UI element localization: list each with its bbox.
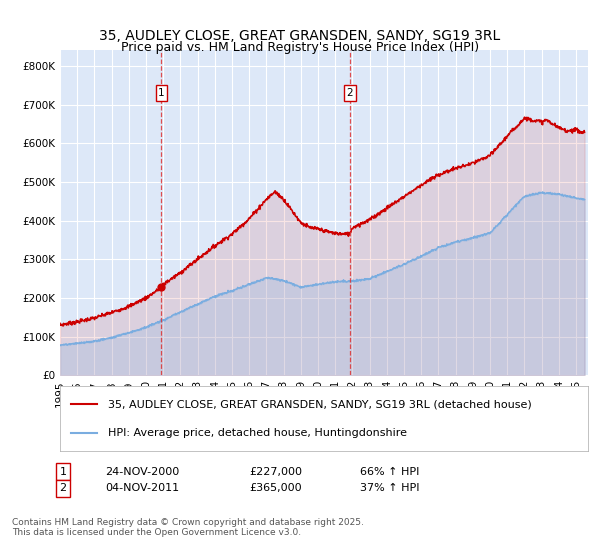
Text: £227,000: £227,000 <box>249 466 302 477</box>
Text: 66% ↑ HPI: 66% ↑ HPI <box>360 466 419 477</box>
Text: 2: 2 <box>59 483 67 493</box>
Text: Price paid vs. HM Land Registry's House Price Index (HPI): Price paid vs. HM Land Registry's House … <box>121 41 479 54</box>
Text: 37% ↑ HPI: 37% ↑ HPI <box>360 483 419 493</box>
Text: HPI: Average price, detached house, Huntingdonshire: HPI: Average price, detached house, Hunt… <box>107 428 407 438</box>
Text: Contains HM Land Registry data © Crown copyright and database right 2025.
This d: Contains HM Land Registry data © Crown c… <box>12 518 364 538</box>
Text: £365,000: £365,000 <box>249 483 302 493</box>
Text: 35, AUDLEY CLOSE, GREAT GRANSDEN, SANDY, SG19 3RL: 35, AUDLEY CLOSE, GREAT GRANSDEN, SANDY,… <box>100 29 500 44</box>
Text: 35, AUDLEY CLOSE, GREAT GRANSDEN, SANDY, SG19 3RL (detached house): 35, AUDLEY CLOSE, GREAT GRANSDEN, SANDY,… <box>107 399 531 409</box>
Text: 24-NOV-2000: 24-NOV-2000 <box>105 466 179 477</box>
Text: 2: 2 <box>346 88 353 98</box>
Text: 04-NOV-2011: 04-NOV-2011 <box>105 483 179 493</box>
Text: 1: 1 <box>59 466 67 477</box>
Text: 1: 1 <box>158 88 165 98</box>
